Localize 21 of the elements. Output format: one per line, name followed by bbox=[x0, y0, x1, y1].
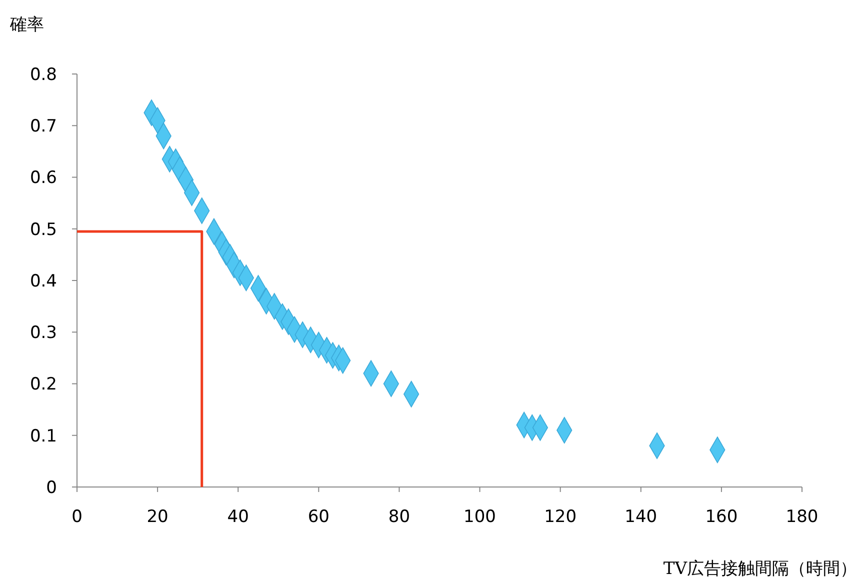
y-tick-label: 0.4 bbox=[30, 271, 57, 292]
x-tick-label: 180 bbox=[786, 507, 818, 527]
x-tick-label: 20 bbox=[146, 507, 168, 527]
y-tick-label: 0.3 bbox=[30, 323, 57, 344]
y-tick-label: 0.6 bbox=[30, 168, 57, 188]
x-tick-label: 40 bbox=[227, 507, 249, 527]
x-tick-label: 140 bbox=[624, 507, 658, 527]
y-tick-label: 0.5 bbox=[30, 220, 57, 240]
y-tick-label: 0.2 bbox=[30, 374, 57, 395]
y-tick-label: 0 bbox=[46, 478, 57, 498]
y-tick-label: 0.7 bbox=[30, 116, 57, 137]
x-tick-label: 60 bbox=[308, 507, 330, 527]
x-tick-label: 160 bbox=[705, 507, 738, 527]
y-axis-title: 確率 bbox=[9, 15, 44, 35]
x-tick-label: 120 bbox=[544, 507, 577, 527]
x-tick-label: 80 bbox=[388, 507, 410, 527]
x-tick-label: 0 bbox=[72, 507, 82, 527]
x-axis-title: TV広告接触間隔（時間） bbox=[663, 559, 857, 579]
y-tick-label: 0.1 bbox=[30, 426, 57, 446]
x-tick-label: 100 bbox=[464, 507, 496, 527]
y-tick-label: 0.8 bbox=[30, 64, 57, 85]
